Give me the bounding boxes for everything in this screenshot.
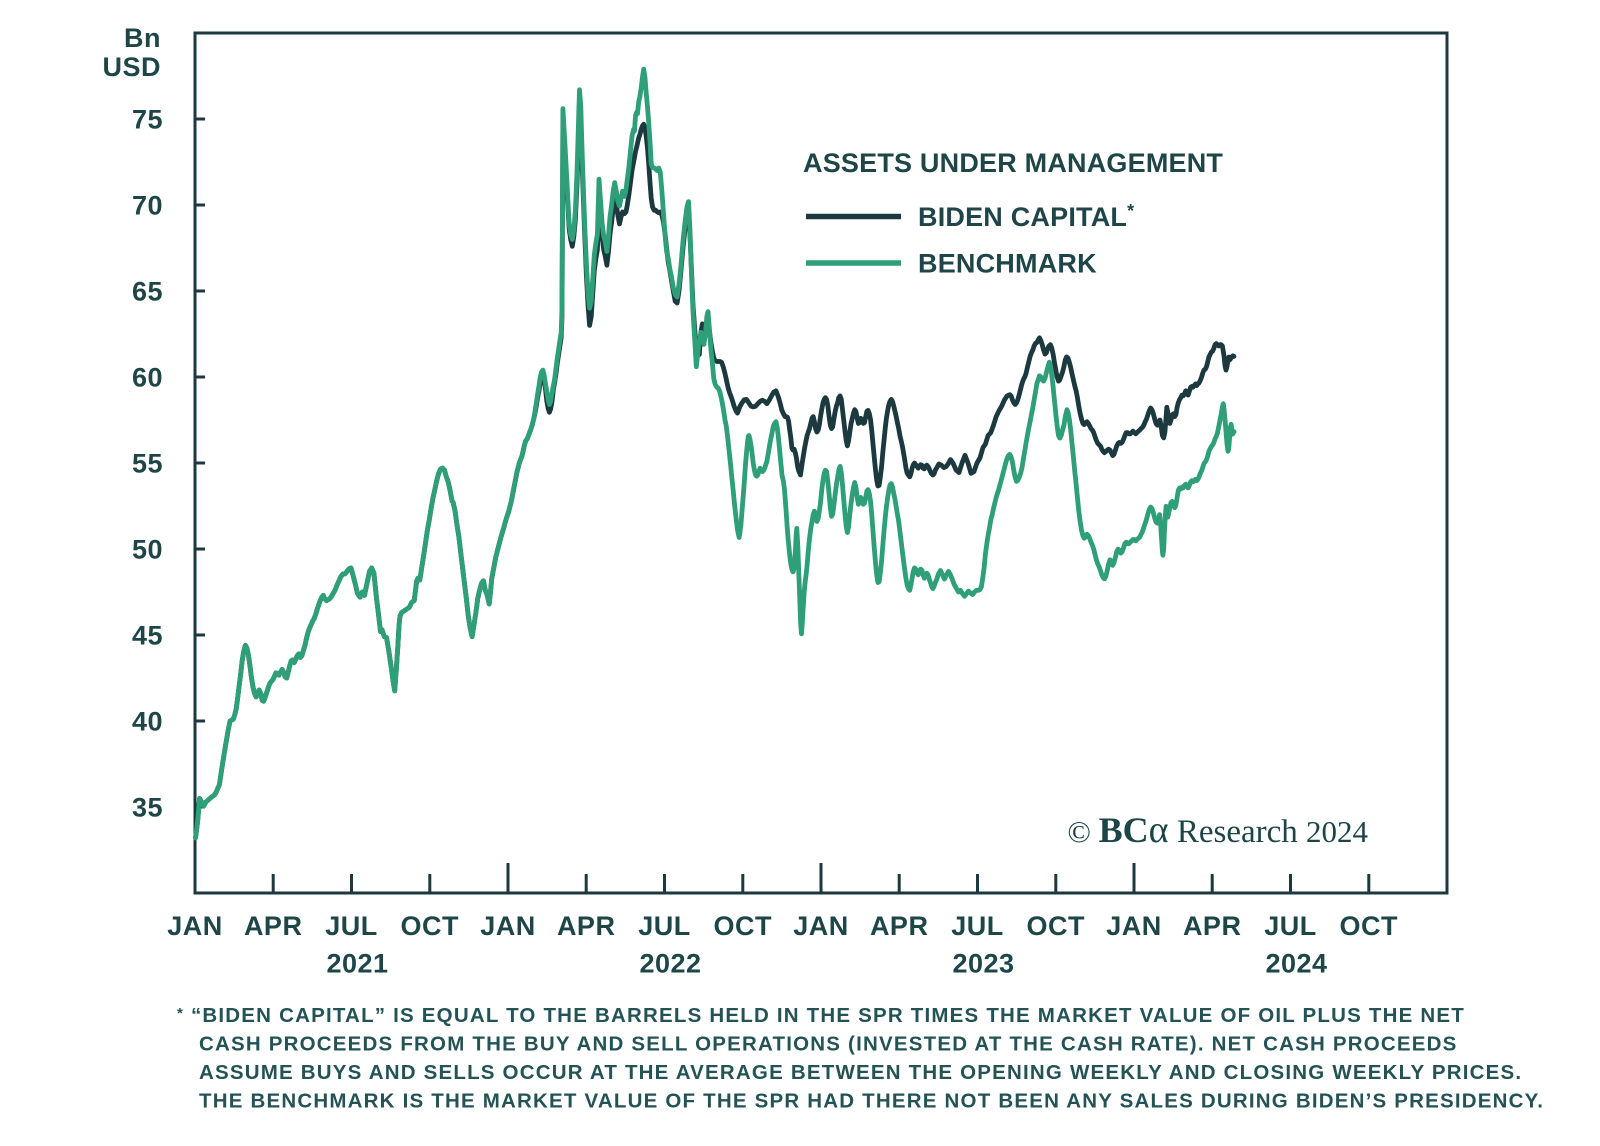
svg-text:* “BIDEN CAPITAL” IS EQUAL TO: * “BIDEN CAPITAL” IS EQUAL TO THE BARREL… — [177, 1004, 1465, 1027]
svg-text:APR: APR — [1183, 911, 1242, 941]
svg-text:© BCα Research 2024: © BCα Research 2024 — [1067, 809, 1368, 851]
svg-text:2022: 2022 — [639, 949, 701, 979]
svg-text:APR: APR — [557, 911, 616, 941]
svg-text:45: 45 — [132, 621, 163, 651]
svg-text:JUL: JUL — [951, 911, 1004, 941]
svg-text:55: 55 — [132, 449, 163, 479]
svg-text:70: 70 — [132, 191, 163, 221]
svg-text:OCT: OCT — [1340, 911, 1399, 941]
svg-text:40: 40 — [132, 707, 163, 737]
svg-text:APR: APR — [244, 911, 303, 941]
svg-text:THE BENCHMARK IS THE MARKET VA: THE BENCHMARK IS THE MARKET VALUE OF THE… — [199, 1090, 1544, 1113]
svg-text:BENCHMARK: BENCHMARK — [918, 249, 1097, 279]
svg-text:2021: 2021 — [326, 949, 388, 979]
svg-text:OCT: OCT — [1027, 911, 1086, 941]
svg-text:JAN: JAN — [480, 911, 536, 941]
svg-text:JAN: JAN — [167, 911, 223, 941]
svg-text:OCT: OCT — [714, 911, 773, 941]
svg-text:ASSETS UNDER MANAGEMENT: ASSETS UNDER MANAGEMENT — [803, 148, 1223, 178]
svg-text:APR: APR — [870, 911, 929, 941]
svg-text:CASH PROCEEDS FROM THE BUY AND: CASH PROCEEDS FROM THE BUY AND SELL OPER… — [199, 1033, 1458, 1056]
svg-text:JAN: JAN — [1106, 911, 1162, 941]
svg-text:75: 75 — [132, 105, 163, 135]
svg-text:2023: 2023 — [952, 949, 1014, 979]
svg-text:2024: 2024 — [1265, 949, 1327, 979]
svg-text:JUL: JUL — [325, 911, 378, 941]
svg-text:60: 60 — [132, 363, 163, 393]
svg-text:ASSUME BUYS AND SELLS OCCUR AT: ASSUME BUYS AND SELLS OCCUR AT THE AVERA… — [199, 1061, 1522, 1084]
svg-text:35: 35 — [132, 793, 163, 823]
svg-text:USD: USD — [102, 52, 161, 82]
svg-text:Bn: Bn — [124, 23, 161, 53]
svg-text:BIDEN CAPITAL*: BIDEN CAPITAL* — [918, 201, 1134, 232]
svg-text:50: 50 — [132, 535, 163, 565]
svg-text:65: 65 — [132, 277, 163, 307]
svg-text:JAN: JAN — [793, 911, 849, 941]
svg-text:JUL: JUL — [1264, 911, 1317, 941]
svg-text:OCT: OCT — [401, 911, 460, 941]
svg-text:JUL: JUL — [638, 911, 691, 941]
